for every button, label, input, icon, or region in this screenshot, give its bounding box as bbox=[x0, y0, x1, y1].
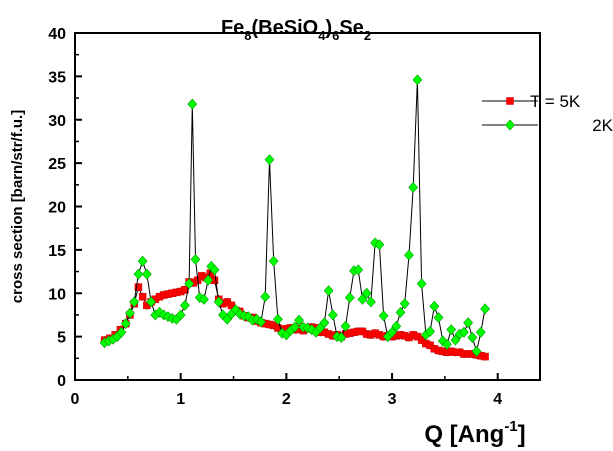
data-point-diamond bbox=[412, 74, 423, 86]
y-axis-label: cross section [barn/str/f.u.] bbox=[9, 110, 26, 303]
y-tick-label: 15 bbox=[48, 243, 66, 260]
y-tick-label: 35 bbox=[48, 69, 66, 86]
data-point-diamond bbox=[199, 293, 209, 305]
y-tick-label: 40 bbox=[48, 26, 66, 43]
data-point-diamond bbox=[446, 324, 457, 336]
x-tick-label: 0 bbox=[71, 391, 80, 408]
y-tick-label: 20 bbox=[48, 200, 66, 217]
x-label-end: ] bbox=[518, 421, 526, 448]
title-subscript: 8 bbox=[244, 28, 251, 43]
x-label-superscript: -1 bbox=[504, 418, 517, 435]
data-point-diamond bbox=[399, 298, 410, 310]
chart-title-text: Fe8(BeSiO4)6Se2 bbox=[221, 17, 371, 43]
data-point-diamond bbox=[203, 274, 214, 286]
data-point-square bbox=[481, 352, 489, 361]
data-point-diamond bbox=[357, 293, 368, 305]
title-part: ) bbox=[325, 17, 332, 39]
data-point-diamond bbox=[175, 309, 186, 321]
data-point-diamond bbox=[190, 253, 201, 265]
title-part: (BeSiO bbox=[252, 17, 319, 39]
data-point-diamond bbox=[340, 320, 351, 332]
data-point-diamond bbox=[353, 264, 364, 276]
data-point-diamond bbox=[184, 278, 195, 290]
data-point-diamond bbox=[268, 255, 279, 267]
data-point-diamond bbox=[323, 285, 334, 297]
x-tick-label: 1 bbox=[176, 391, 185, 408]
data-point-diamond bbox=[209, 264, 220, 276]
data-point-diamond bbox=[361, 287, 372, 299]
series-2k bbox=[99, 74, 490, 357]
series-layer bbox=[99, 74, 490, 361]
x-tick-label: 4 bbox=[493, 391, 502, 408]
y-tick-label: 25 bbox=[48, 156, 66, 173]
title-subscript: 6 bbox=[332, 28, 339, 43]
data-point-diamond bbox=[273, 313, 283, 325]
legend-label: T = 5K bbox=[530, 92, 581, 111]
data-point-diamond bbox=[129, 296, 140, 308]
y-tick-label: 5 bbox=[57, 330, 66, 347]
data-point-square bbox=[506, 97, 514, 105]
data-point-diamond bbox=[463, 317, 474, 329]
data-point-diamond bbox=[125, 307, 135, 319]
data-point-square bbox=[134, 283, 143, 291]
data-point-diamond bbox=[180, 299, 190, 311]
data-point-diamond bbox=[120, 318, 131, 330]
data-point-diamond bbox=[433, 312, 444, 323]
y-tick-label: 0 bbox=[57, 373, 66, 390]
data-point-diamond bbox=[395, 306, 406, 318]
data-point-diamond bbox=[471, 345, 482, 357]
data-point-diamond bbox=[475, 326, 486, 338]
y-tick-label: 10 bbox=[48, 286, 66, 303]
data-point-diamond bbox=[459, 326, 469, 338]
data-point-diamond bbox=[256, 316, 266, 328]
title-part: Fe bbox=[221, 17, 244, 39]
data-point-diamond bbox=[336, 332, 347, 343]
data-point-diamond bbox=[429, 300, 440, 312]
data-point-square bbox=[138, 292, 147, 301]
data-point-diamond bbox=[408, 181, 419, 193]
data-point-diamond bbox=[187, 98, 198, 110]
title-subscript: 4 bbox=[318, 28, 326, 43]
data-point-diamond bbox=[146, 296, 156, 308]
data-point-diamond bbox=[319, 317, 330, 329]
data-point-diamond bbox=[450, 334, 461, 346]
data-point-diamond bbox=[327, 309, 338, 321]
data-point-diamond bbox=[141, 268, 152, 280]
data-point-diamond bbox=[374, 239, 385, 251]
data-point-diamond bbox=[442, 338, 452, 350]
title-subscript: 2 bbox=[364, 28, 371, 43]
data-point-diamond bbox=[378, 310, 389, 322]
data-point-diamond bbox=[387, 326, 397, 338]
data-point-diamond bbox=[213, 296, 224, 308]
data-point-diamond bbox=[260, 291, 271, 303]
x-label-base: Q [Ang bbox=[424, 421, 504, 448]
y-tick-label: 30 bbox=[48, 113, 66, 130]
data-point-diamond bbox=[264, 154, 275, 166]
data-point-diamond bbox=[480, 303, 490, 315]
data-point-diamond bbox=[505, 119, 515, 131]
data-point-diamond bbox=[416, 278, 427, 290]
x-tick-label: 3 bbox=[388, 391, 397, 408]
data-point-diamond bbox=[391, 320, 402, 332]
x-axis-label: Q [Ang-1] bbox=[424, 418, 525, 448]
data-point-diamond bbox=[404, 249, 414, 261]
data-point-diamond bbox=[344, 292, 355, 304]
data-point-diamond bbox=[289, 321, 300, 333]
data-point-diamond bbox=[366, 296, 376, 308]
legend: T = 5K 2K bbox=[482, 92, 613, 135]
chart-title: Fe8(BeSiO4)6Se2 bbox=[221, 17, 371, 43]
data-point-diamond bbox=[251, 313, 262, 325]
data-point-diamond bbox=[137, 255, 148, 267]
title-part: Se bbox=[339, 17, 363, 39]
data-point-diamond bbox=[425, 325, 435, 337]
data-point-diamond bbox=[467, 332, 478, 343]
data-point-diamond bbox=[133, 268, 144, 280]
legend-label: 2K bbox=[592, 116, 613, 135]
data-point-diamond bbox=[294, 314, 304, 326]
data-point-diamond bbox=[116, 326, 127, 338]
x-tick-label: 2 bbox=[282, 391, 291, 408]
